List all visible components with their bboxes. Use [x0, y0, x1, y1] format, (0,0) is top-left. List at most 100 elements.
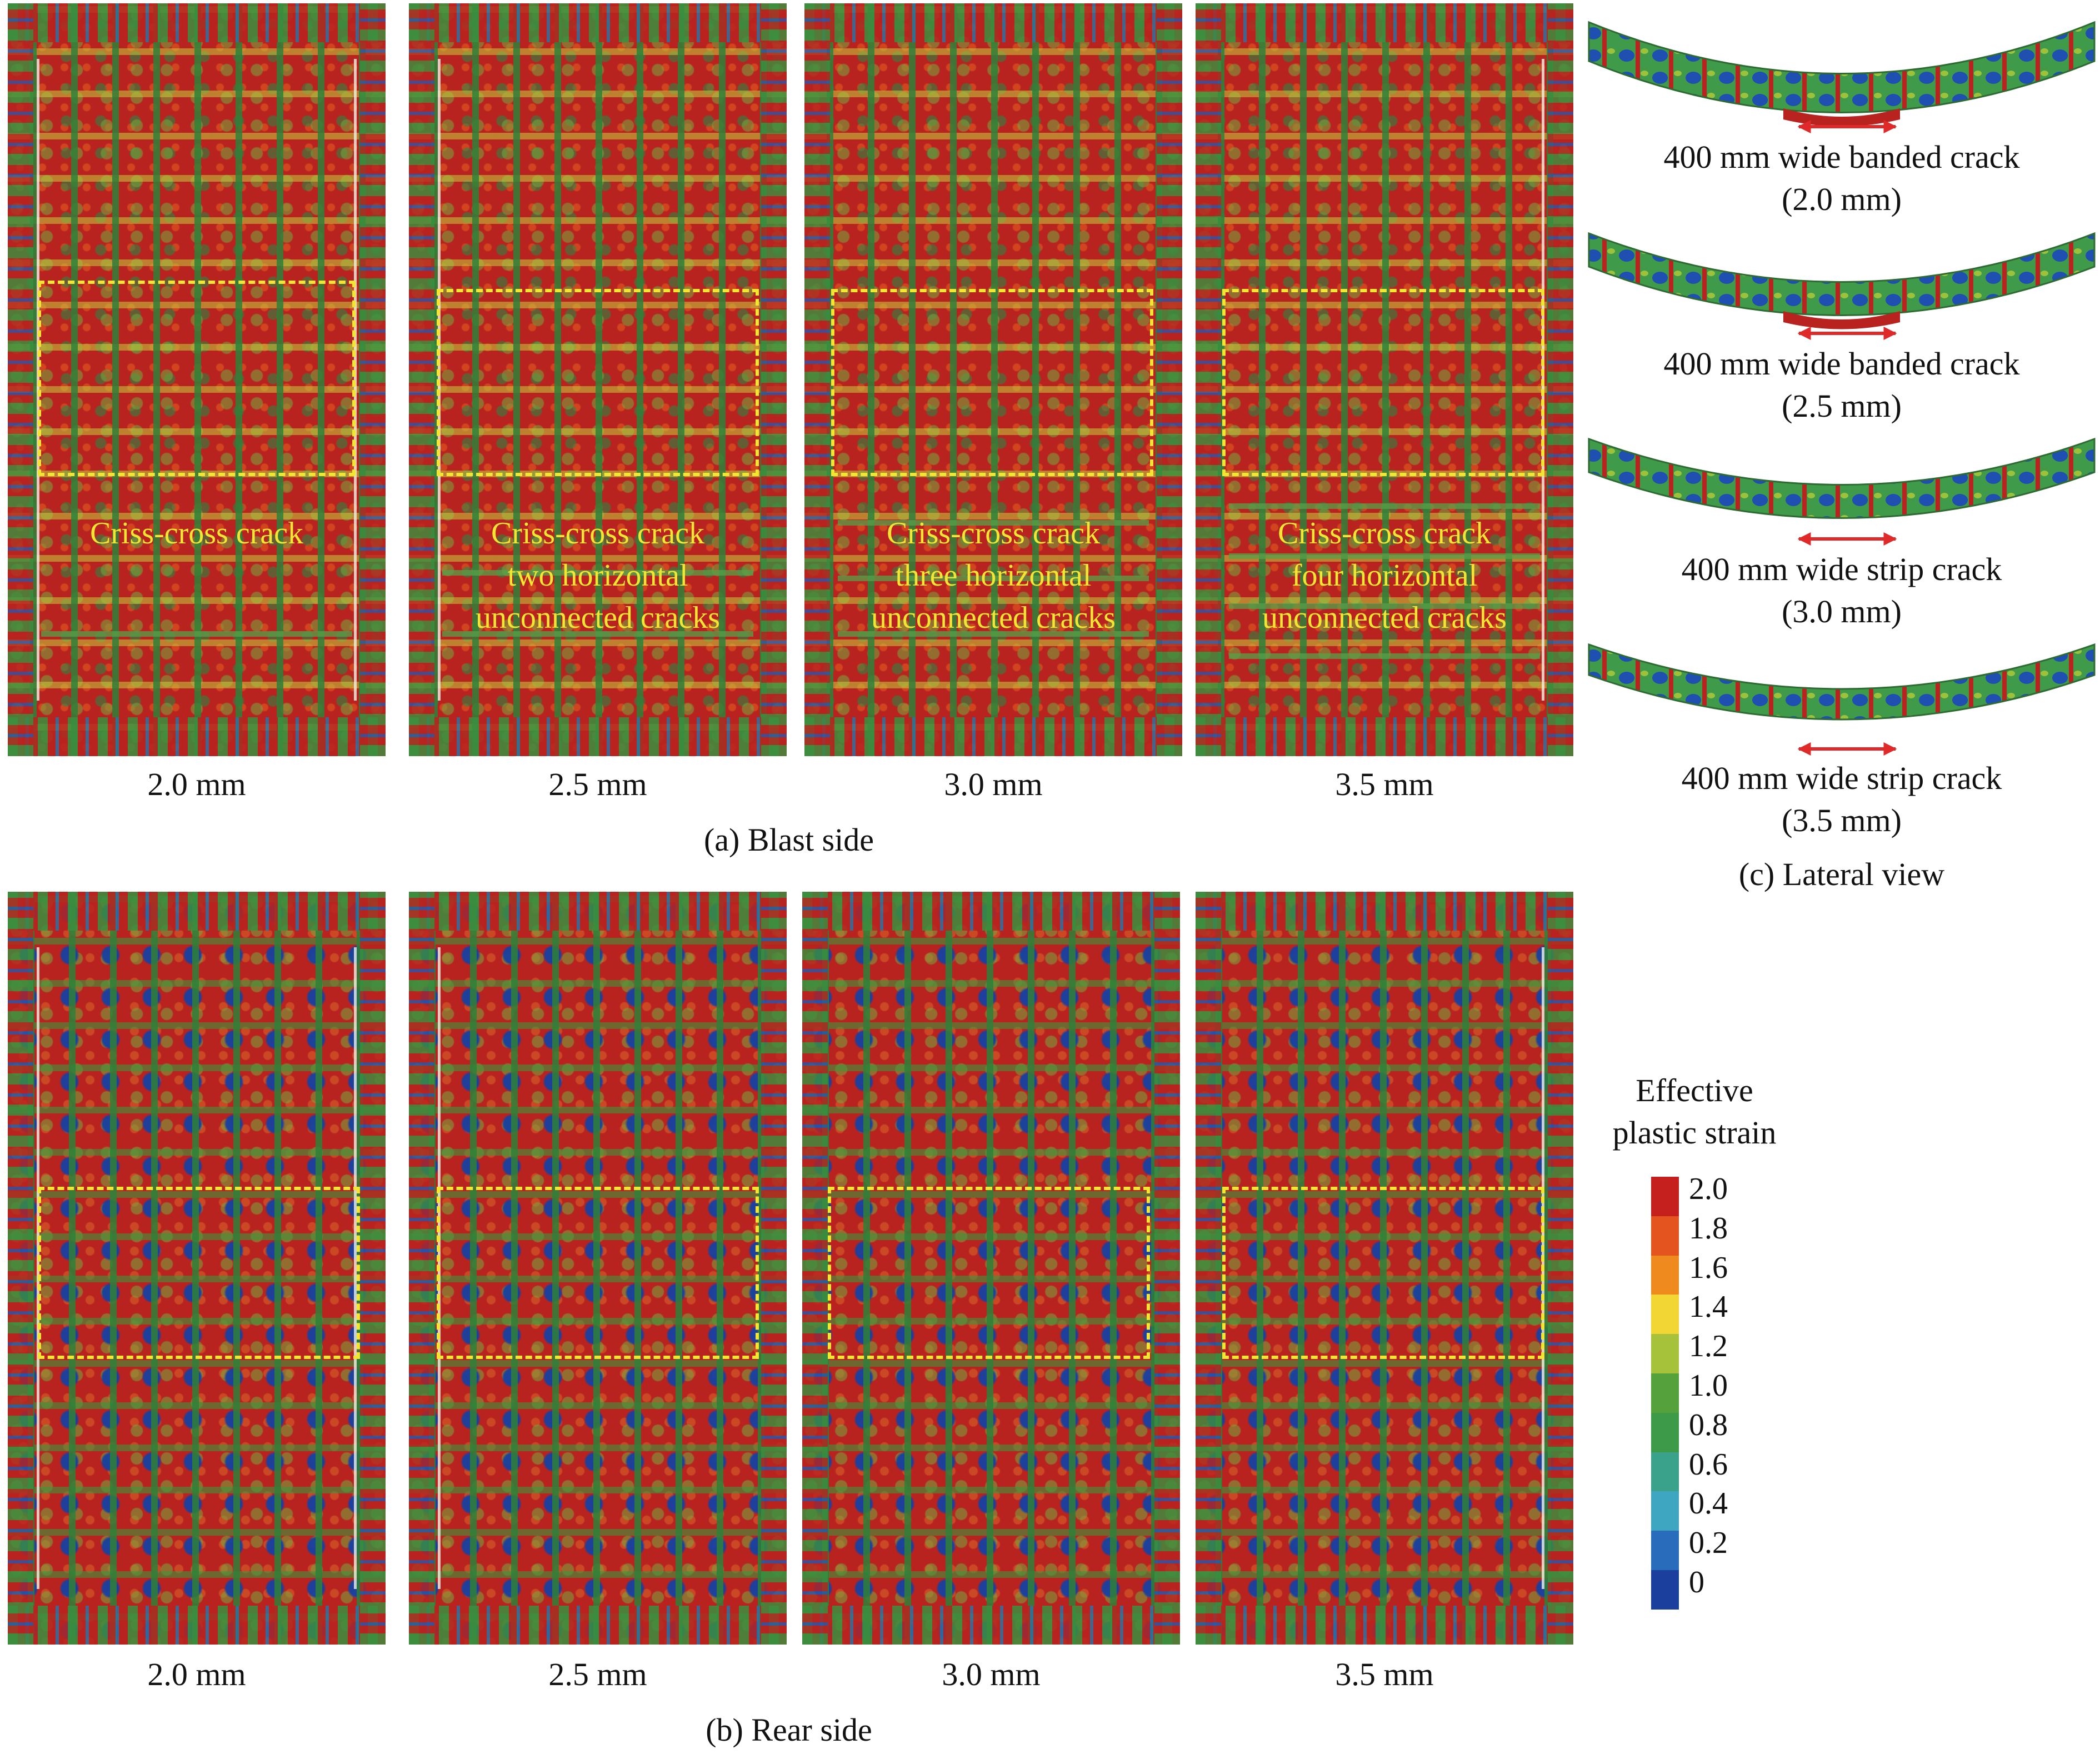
crack-region-box — [38, 1187, 360, 1359]
rear-panel-2-0 — [8, 892, 386, 1645]
crack-region-box — [831, 289, 1153, 476]
legend-swatch — [1651, 1570, 1679, 1610]
legend-tick-label: 1.8 — [1689, 1211, 1728, 1246]
crack-annotation-3-0: Criss-cross crack three horizontal uncon… — [871, 516, 1116, 635]
crack-region-box — [1222, 1187, 1544, 1359]
panel-side — [8, 3, 33, 756]
crack-region-box — [828, 1187, 1150, 1359]
strain-band — [1229, 653, 1540, 659]
lateral-beam-3-5 — [1588, 643, 2096, 721]
panel-side — [761, 892, 787, 1645]
legend-swatch — [1651, 1216, 1679, 1256]
rear-side-caption: (b) Rear side — [706, 1712, 872, 1748]
panel-side — [804, 3, 830, 756]
blast-panel-2-5 — [409, 3, 787, 756]
strain-band — [442, 570, 753, 576]
panel-side — [409, 892, 434, 1645]
rear-panel-3-0 — [802, 892, 1180, 1645]
lateral-label-2-5: 400 mm wide banded crack (2.5 mm) — [1663, 346, 2020, 424]
blast-side-caption: (a) Blast side — [703, 822, 874, 858]
thickness-label: 2.0 mm — [147, 1656, 246, 1692]
legend-swatch — [1651, 1295, 1679, 1335]
crack-annotation-2-0: Criss-cross crack — [89, 516, 304, 551]
blast-panel-2-0 — [8, 3, 386, 756]
legend-swatch — [1651, 1177, 1679, 1216]
strain-band — [442, 631, 753, 637]
lateral-view-svg — [1588, 21, 2096, 756]
crack-region-box — [1222, 289, 1544, 476]
legend-swatch — [1651, 1255, 1679, 1295]
legend-tick-label: 0 — [1689, 1565, 1704, 1600]
panel-edge — [802, 892, 1180, 931]
legend-tick-label: 0.4 — [1689, 1486, 1728, 1521]
lateral-beam-2-5 — [1588, 232, 2096, 329]
panel-edge — [8, 1606, 386, 1645]
legend-tick-label: 1.6 — [1689, 1250, 1728, 1285]
lateral-label-2-0: 400 mm wide banded crack (2.0 mm) — [1663, 139, 2020, 217]
crack-region-box — [38, 281, 356, 476]
panel-edge — [409, 892, 787, 931]
legend-tick-label: 0.2 — [1689, 1526, 1728, 1561]
panel-edge — [409, 3, 787, 42]
lateral-label-3-5: 400 mm wide strip crack (3.5 mm) — [1681, 760, 2002, 838]
panel-edge — [8, 892, 386, 931]
panel-side — [360, 3, 386, 756]
thickness-label: 3.0 mm — [944, 766, 1043, 802]
panel-side — [360, 892, 386, 1645]
legend-tick-label: 2.0 — [1689, 1172, 1728, 1206]
panel-side — [1196, 3, 1221, 756]
panel-edge — [409, 1606, 787, 1645]
lateral-beam-2-0 — [1588, 21, 2096, 127]
panel-side — [802, 892, 828, 1645]
strain-band — [838, 520, 1149, 526]
legend-tick-label: 1.4 — [1689, 1290, 1728, 1325]
panel-edge — [1196, 3, 1573, 42]
crack-annotation-3-5: Criss-cross crack four horizontal unconn… — [1262, 516, 1507, 635]
legend-swatch — [1651, 1373, 1679, 1413]
thickness-label: 2.0 mm — [147, 766, 246, 802]
thickness-label: 2.5 mm — [548, 1656, 647, 1692]
panel-side — [8, 892, 33, 1645]
panel-side — [1154, 892, 1180, 1645]
thickness-label: 3.0 mm — [942, 1656, 1041, 1692]
panel-edge — [804, 3, 1182, 42]
panel-side — [1196, 892, 1221, 1645]
lateral-view-caption: (c) Lateral view — [1738, 856, 1945, 892]
legend-tick-label: 1.0 — [1689, 1368, 1728, 1403]
legend-tick-label: 0.8 — [1689, 1407, 1728, 1442]
panel-edge — [409, 717, 787, 756]
support-rail — [354, 947, 357, 1589]
strain-band — [1229, 553, 1540, 559]
legend-title: Effective plastic strain — [1612, 1072, 1777, 1151]
crack-region-box — [437, 289, 759, 476]
legend-tick-label: 0.6 — [1689, 1447, 1728, 1482]
rear-panel-3-5 — [1196, 892, 1573, 1645]
panel-edge — [802, 1606, 1180, 1645]
strain-band — [41, 631, 352, 637]
panel-side — [409, 3, 434, 756]
crack-annotation-2-5: Criss-cross crack two horizontal unconne… — [476, 516, 720, 635]
panel-edge — [8, 717, 386, 756]
panel-edge — [8, 3, 386, 42]
strain-band — [838, 576, 1149, 581]
thickness-label: 3.5 mm — [1335, 766, 1434, 802]
strain-band — [838, 631, 1149, 637]
panel-side — [1548, 892, 1573, 1645]
panel-edge — [1196, 1606, 1573, 1645]
panel-side — [1157, 3, 1182, 756]
panel-side — [761, 3, 787, 756]
panel-edge — [1196, 892, 1573, 931]
legend-swatch — [1651, 1491, 1679, 1531]
panel-side — [1548, 3, 1573, 756]
legend-swatch — [1651, 1531, 1679, 1570]
lateral-label-3-0: 400 mm wide strip crack (3.0 mm) — [1681, 551, 2002, 629]
rear-panel-2-5 — [409, 892, 787, 1645]
crack-region-box — [437, 1187, 759, 1359]
legend-swatch — [1651, 1452, 1679, 1492]
strain-band — [1229, 603, 1540, 609]
panel-edge — [804, 717, 1182, 756]
panel-edge — [1196, 717, 1573, 756]
blast-panel-3-0 — [804, 3, 1182, 756]
legend-swatch — [1651, 1334, 1679, 1373]
thickness-label: 3.5 mm — [1335, 1656, 1434, 1692]
